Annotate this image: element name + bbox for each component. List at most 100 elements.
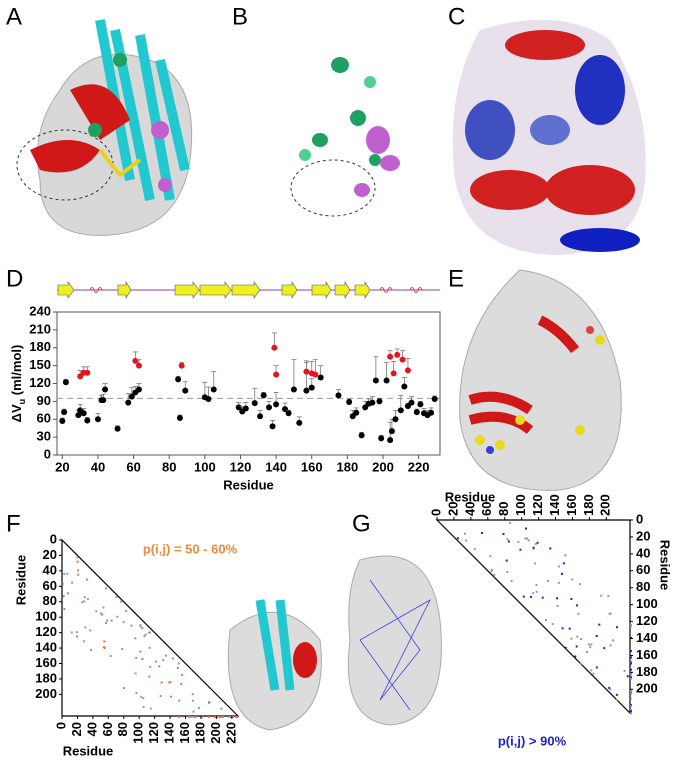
- contact: [158, 665, 161, 668]
- contact: [506, 538, 509, 541]
- contact: [208, 716, 211, 718]
- contact: [99, 612, 102, 615]
- x-tick-label: 60: [479, 502, 494, 516]
- y-tick-label: 180: [29, 339, 51, 354]
- contact: [506, 571, 509, 574]
- contact: [612, 639, 615, 642]
- contact: [135, 656, 138, 659]
- data-point: [271, 344, 278, 351]
- contact: [116, 615, 119, 618]
- x-axis-label: Residue: [445, 489, 496, 504]
- contact: [76, 569, 79, 572]
- contact: [490, 570, 493, 573]
- data-point: [303, 368, 310, 375]
- contact: [507, 540, 510, 543]
- y-tick-label: 20: [43, 547, 57, 562]
- contact: [570, 597, 573, 600]
- data-point: [235, 404, 242, 411]
- y-tick-label: 60: [37, 411, 51, 426]
- contact: [489, 555, 492, 558]
- x-tick-label: 180: [192, 722, 207, 744]
- contact: [626, 675, 629, 678]
- x-tick-label: 220: [408, 459, 430, 474]
- x-tick-label: 200: [598, 494, 613, 516]
- contact: [549, 547, 552, 550]
- y-tick-label: 100: [636, 596, 658, 611]
- contact: [532, 547, 535, 550]
- contact: [83, 596, 86, 599]
- data-point: [317, 374, 324, 381]
- data-point: [387, 437, 394, 444]
- cavities-b: [290, 57, 400, 217]
- contact: [189, 716, 192, 718]
- data-point: [265, 404, 272, 411]
- data-point: [114, 425, 121, 432]
- contact: [607, 595, 610, 598]
- y-tick-label: 150: [29, 357, 51, 372]
- contact: [214, 716, 217, 718]
- data-point: [353, 409, 360, 416]
- data-point: [346, 398, 353, 405]
- contact: [178, 699, 181, 702]
- contact: [556, 597, 559, 600]
- contact: [104, 621, 107, 624]
- contact: [75, 631, 78, 634]
- data-point: [378, 435, 385, 442]
- contact: [83, 640, 86, 643]
- contact: [623, 670, 626, 673]
- data-point: [404, 367, 411, 374]
- contact: [522, 595, 525, 598]
- contact: [547, 579, 550, 582]
- x-tick-label: 40: [462, 502, 477, 516]
- contact: [600, 594, 603, 597]
- contact: [63, 608, 66, 611]
- data-point: [308, 384, 315, 391]
- y-axis-label-part: u: [17, 399, 27, 405]
- map-title: p(i,j) > 90%: [498, 733, 567, 748]
- data-point: [431, 395, 438, 402]
- contact: [592, 672, 595, 675]
- contact: [562, 562, 565, 565]
- x-tick-label: 160: [564, 494, 579, 516]
- contact: [130, 624, 133, 627]
- x-tick-label: 0: [53, 722, 68, 729]
- contact: [630, 676, 632, 679]
- data-point: [335, 392, 342, 399]
- contact: [564, 554, 567, 557]
- data-point: [296, 419, 303, 426]
- contact: [630, 692, 632, 695]
- contact: [608, 686, 611, 689]
- data-point: [383, 377, 390, 384]
- y-axis-label-part: ΔV: [9, 404, 24, 422]
- contact: [228, 716, 231, 718]
- contact: [169, 681, 172, 684]
- data-point: [358, 432, 365, 439]
- data-point: [135, 362, 142, 369]
- x-tick-label: 20: [69, 722, 84, 736]
- contact: [630, 650, 632, 653]
- data-point: [257, 413, 264, 420]
- contact: [536, 541, 539, 544]
- contact: [609, 612, 612, 615]
- y-tick-label: 60: [636, 562, 650, 577]
- contact: [615, 698, 618, 701]
- y-tick-label: 140: [636, 630, 658, 645]
- contact: [148, 675, 151, 678]
- data-point: [285, 410, 292, 417]
- contact: [83, 600, 86, 603]
- contact: [147, 631, 150, 634]
- contact: [630, 656, 632, 659]
- data-point: [59, 418, 66, 425]
- data-point: [84, 369, 91, 376]
- data-point: [62, 379, 69, 386]
- contact: [456, 537, 459, 540]
- data-point: [94, 416, 101, 423]
- contact: [141, 627, 144, 630]
- contact: [104, 587, 107, 590]
- data-point: [413, 409, 420, 416]
- data-point: [102, 386, 109, 393]
- contact: [102, 646, 105, 649]
- contact: [510, 580, 513, 583]
- y-tick-label: 40: [43, 562, 57, 577]
- data-point: [205, 395, 212, 402]
